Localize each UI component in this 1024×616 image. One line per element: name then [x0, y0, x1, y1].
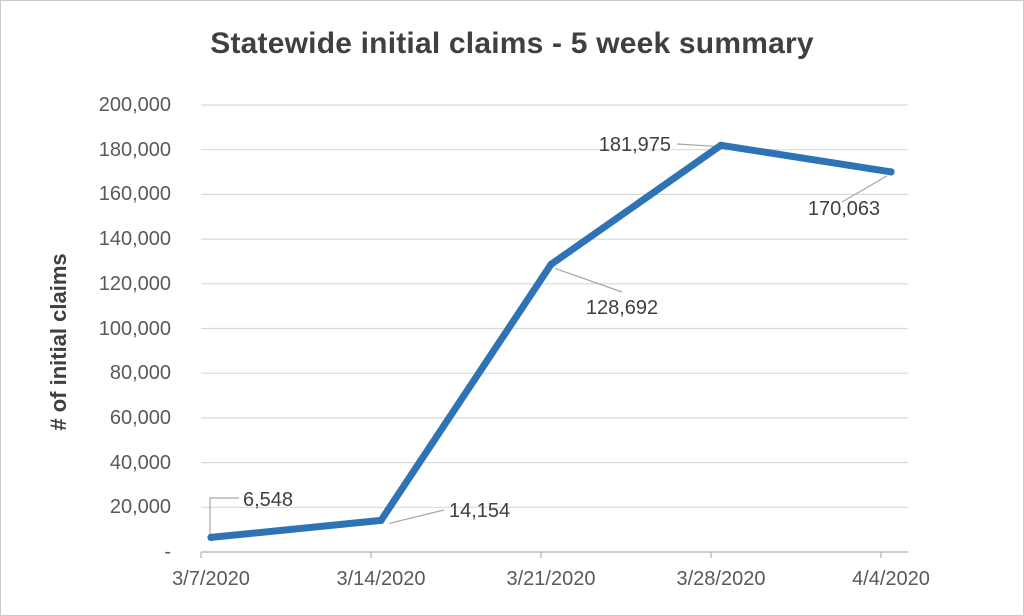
data-label: 14,154 [449, 500, 511, 522]
data-label-leader-line [209, 497, 239, 535]
y-axis-tick-label: 80,000 [109, 362, 171, 384]
x-axis-label: 3/14/2020 [336, 568, 426, 590]
data-label: 6,548 [243, 489, 294, 511]
data-point [207, 533, 215, 542]
data-label: 170,063 [807, 198, 881, 220]
chart-title: Statewide initial claims - 5 week summar… [210, 27, 814, 60]
y-axis-tick-label: 200,000 [98, 94, 171, 116]
data-point [717, 141, 725, 149]
data-label-leader-line [554, 267, 623, 293]
y-axis-tick-label: 100,000 [98, 318, 171, 340]
data-label-leader-line [676, 143, 716, 147]
y-axis-tick-label: 120,000 [98, 273, 171, 295]
y-axis-tick-label: 180,000 [98, 139, 171, 161]
x-axis-label: 3/21/2020 [506, 568, 596, 590]
y-axis-tick-label: 20,000 [109, 496, 171, 518]
y-axis-tick-label: - [164, 541, 171, 563]
data-label-leader-line [388, 509, 445, 524]
data-label-leader-line [841, 175, 888, 203]
y-axis-tick-label: 60,000 [109, 407, 171, 429]
x-axis-label: 4/4/2020 [852, 568, 930, 590]
data-label: 128,692 [585, 297, 659, 319]
x-axis-label: 3/28/2020 [676, 568, 766, 590]
data-point [887, 168, 895, 176]
x-axis-label: 3/7/2020 [172, 568, 250, 590]
y-axis-tick-label: 140,000 [98, 228, 171, 250]
y-axis-tick-label: 40,000 [109, 452, 171, 474]
data-point [377, 516, 385, 525]
data-point [547, 260, 555, 268]
data-label: 181,975 [598, 134, 671, 156]
y-axis-tick-label: 160,000 [98, 183, 171, 205]
